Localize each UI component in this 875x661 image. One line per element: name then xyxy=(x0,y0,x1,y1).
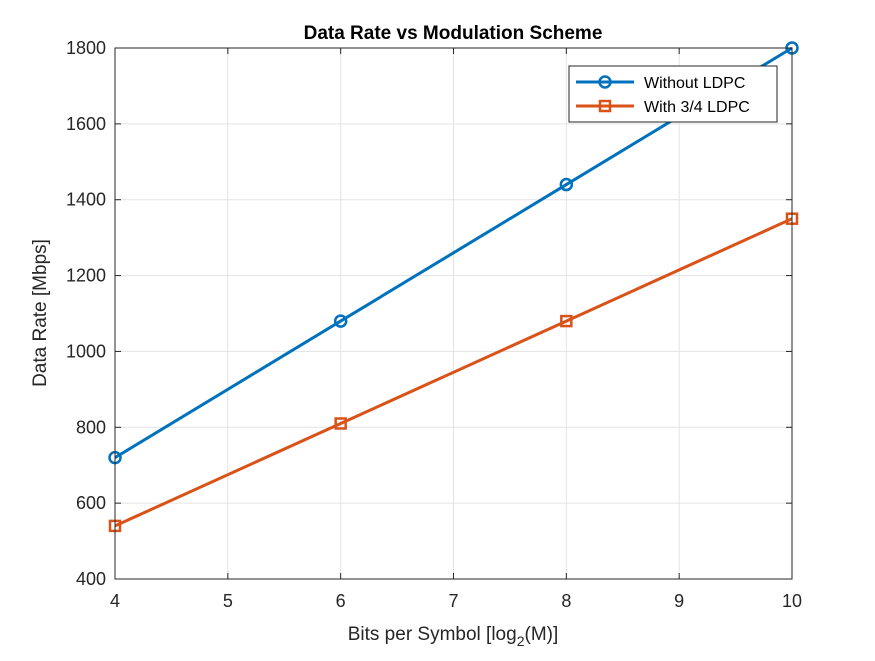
series-line xyxy=(114,217,793,528)
legend-marker xyxy=(598,75,612,89)
y-tick-label: 400 xyxy=(76,569,106,589)
y-tick-label: 1800 xyxy=(66,38,106,58)
y-tick-label: 1600 xyxy=(66,114,106,134)
y-tick-label: 800 xyxy=(76,417,106,437)
x-tick-label: 6 xyxy=(336,591,346,611)
x-axis-ticks: 4 5 6 7 8 9 10 xyxy=(110,48,802,611)
legend: Without LDPC With 3/4 LDPC xyxy=(568,65,778,123)
x-tick-label: 8 xyxy=(561,591,571,611)
legend-box xyxy=(568,65,778,123)
y-tick-label: 1000 xyxy=(66,341,106,361)
legend-entry: With 3/4 LDPC xyxy=(576,99,750,116)
data-point-marker xyxy=(560,314,573,328)
y-tick-label: 1400 xyxy=(66,190,106,210)
data-point-marker xyxy=(333,314,348,328)
legend-label: Without LDPC xyxy=(644,75,745,92)
y-tick-label: 600 xyxy=(76,493,106,513)
y-axis-label: Data Rate [Mbps] xyxy=(30,239,51,387)
x-tick-label: 7 xyxy=(448,591,458,611)
x-axis-label-main: Bits per Symbol [log xyxy=(348,624,517,645)
x-tick-label: 5 xyxy=(223,591,233,611)
y-axis-ticks: 400 600 800 1000 1200 1400 1600 1800 xyxy=(66,38,792,589)
legend-marker xyxy=(598,99,612,113)
x-axis-label-tail: (M)] xyxy=(525,624,559,645)
y-tick-label: 1200 xyxy=(66,266,106,286)
chart-title: Data Rate vs Modulation Scheme xyxy=(304,23,603,44)
x-axis-label-subscript: 2 xyxy=(517,633,525,649)
x-tick-label: 4 xyxy=(110,591,120,611)
data-point-marker xyxy=(559,177,574,192)
x-tick-label: 10 xyxy=(782,591,802,611)
x-axis-label: Bits per Symbol [log2(M)] xyxy=(348,624,559,649)
data-point-marker xyxy=(334,417,347,430)
legend-label: With 3/4 LDPC xyxy=(644,99,750,116)
x-tick-label: 9 xyxy=(674,591,684,611)
legend-entry: Without LDPC xyxy=(576,75,745,92)
